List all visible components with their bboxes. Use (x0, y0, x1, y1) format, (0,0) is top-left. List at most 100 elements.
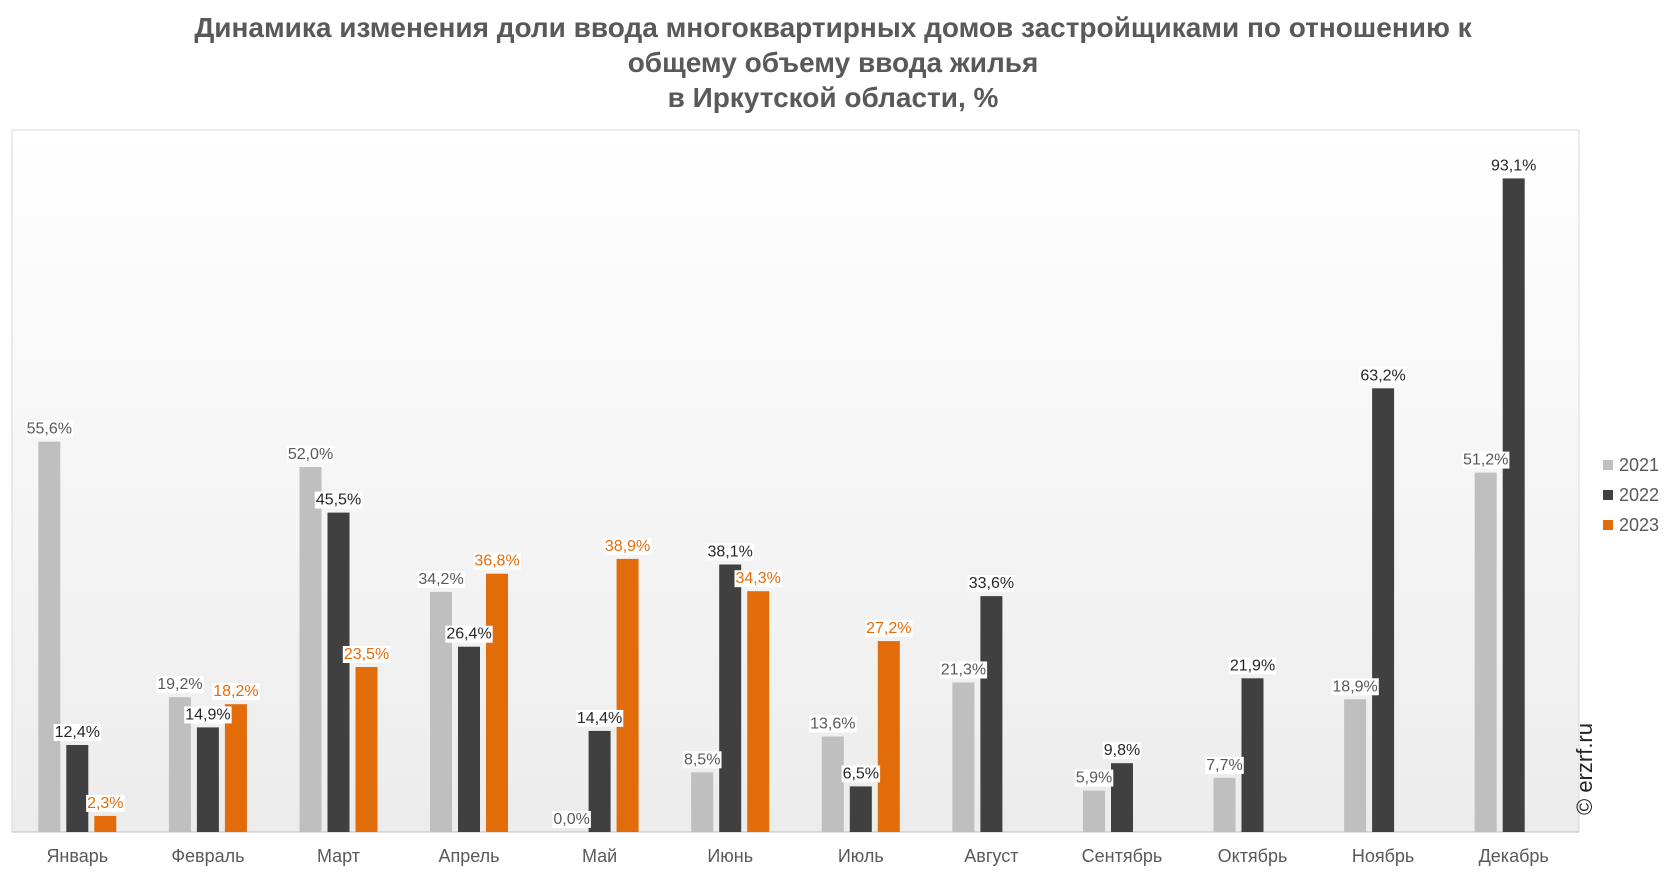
chart-title-line-1: Динамика изменения доли ввода многокварт… (194, 12, 1472, 43)
data-label-2023-1: 2,3% (87, 795, 123, 812)
bar-2022-9 (1111, 763, 1133, 832)
x-tick-label-9: Сентябрь (1082, 846, 1163, 866)
data-labels-layer: 55,6% 12,4% 2,3% 19,2% 14,9% 18,2% 52,0% 45,5% 2… (25, 157, 1538, 828)
bar-2021-8 (952, 682, 975, 832)
bar-2022-8 (980, 596, 1003, 832)
data-label-bg-2023-1 (86, 794, 125, 812)
x-tick-label-1: Январь (46, 846, 108, 866)
bar-2021-1 (38, 441, 61, 832)
data-label-2022-4: 26,4% (446, 626, 491, 643)
bar-2021-11 (1344, 699, 1367, 832)
plot-area (11, 129, 1580, 833)
bar-2023-2 (224, 704, 247, 832)
bar-2022-1 (66, 745, 89, 832)
data-label-bg-2021-9 (1074, 769, 1114, 787)
bar-2022-3 (327, 512, 350, 832)
data-label-bg-2021-2 (156, 676, 204, 694)
data-label-bg-2021-1 (25, 420, 74, 438)
data-label-bg-2021-7 (809, 715, 857, 733)
data-label-bg-2022-4 (445, 625, 493, 643)
bar-2022-5 (588, 730, 611, 832)
data-label-bg-2022-1 (53, 724, 101, 741)
data-label-bg-2021-3 (286, 446, 335, 463)
x-tick-label-7: Июль (838, 846, 884, 866)
legend-swatch-2021 (1603, 460, 1613, 470)
bar-2023-3 (355, 667, 378, 832)
bar-2023-4 (486, 573, 508, 832)
bar-2023-7 (877, 641, 900, 832)
data-label-bg-2022-8 (967, 575, 1016, 593)
data-label-2023-6: 34,3% (736, 570, 781, 587)
x-tick-label-5: Май (582, 846, 617, 866)
chart-title-line-3: в Иркутской области, % (667, 82, 999, 113)
data-label-bg-2022-11 (1359, 367, 1407, 385)
bar-2021-3 (299, 467, 322, 832)
bar-2021-6 (691, 772, 714, 832)
data-label-2021-11: 18,9% (1332, 678, 1377, 695)
x-tick-label-6: Июнь (707, 846, 753, 866)
x-tick-label-2: Февраль (171, 846, 244, 866)
data-label-bg-2023-3 (342, 646, 391, 663)
data-label-2022-12: 93,1% (1491, 157, 1536, 174)
bar-2021-9 (1083, 790, 1105, 832)
data-label-bg-2022-9 (1102, 742, 1142, 760)
data-label-2021-4: 34,2% (418, 571, 463, 588)
data-label-2022-2: 14,9% (185, 706, 230, 723)
chart-title-line-2: общему объему ввода жилья (627, 47, 1039, 78)
data-label-bg-2022-3 (314, 491, 363, 509)
data-label-bg-2021-10 (1205, 756, 1244, 774)
bar-2022-4 (458, 646, 480, 832)
x-tick-label-10: Октябрь (1218, 846, 1288, 866)
legend: 2021 2022 2023 (1603, 450, 1659, 540)
watermark-text: © erzrf.ru (1572, 723, 1597, 815)
data-label-2021-10: 7,7% (1206, 757, 1242, 774)
data-label-2022-1: 12,4% (55, 724, 100, 741)
data-label-bg-2023-4 (473, 552, 521, 570)
data-label-2021-5: 0,0% (553, 811, 589, 828)
data-label-bg-2021-4 (417, 570, 465, 588)
legend-item-2022: 2022 (1603, 480, 1659, 510)
bar-2022-12 (1502, 178, 1525, 832)
data-label-bg-2022-6 (706, 543, 754, 561)
data-label-bg-2021-12 (1462, 451, 1510, 469)
bar-2022-6 (719, 564, 742, 832)
x-tick-label-4: Апрель (438, 846, 499, 866)
x-tick-labels: Январь Февраль Март Апрель Май Июнь Июль Август… (46, 846, 1548, 866)
bar-2023-6 (747, 591, 770, 832)
data-label-2021-6: 8,5% (684, 751, 720, 768)
bar-2021-2 (168, 697, 191, 832)
x-tick-label-8: Август (964, 846, 1018, 866)
data-label-2022-10: 21,9% (1230, 657, 1275, 674)
bar-2022-7 (849, 786, 872, 832)
data-label-2021-2: 19,2% (157, 676, 202, 693)
bar-2022-2 (196, 727, 219, 832)
data-label-2021-7: 13,6% (810, 716, 855, 733)
data-label-2022-11: 63,2% (1360, 367, 1405, 384)
data-label-2023-2: 18,2% (213, 683, 258, 700)
data-label-2022-9: 9,8% (1104, 742, 1140, 759)
bar-2022-11 (1372, 388, 1395, 832)
bar-2023-5 (616, 558, 639, 832)
legend-label-2022: 2022 (1619, 484, 1660, 505)
data-label-bg-2022-7 (841, 765, 881, 783)
legend-label-2023: 2023 (1619, 514, 1660, 535)
data-label-2023-3: 23,5% (344, 646, 389, 663)
data-label-2021-1: 55,6% (27, 421, 72, 438)
data-label-bg-2022-2 (184, 706, 232, 724)
data-label-2021-9: 5,9% (1076, 770, 1112, 787)
data-label-2021-3: 52,0% (288, 446, 333, 463)
bar-2021-7 (821, 736, 844, 832)
data-label-2022-8: 33,6% (969, 575, 1014, 592)
data-label-bg-2021-5 (552, 811, 591, 828)
data-label-2022-3: 45,5% (316, 492, 361, 509)
data-label-bg-2023-5 (603, 537, 652, 555)
data-label-2022-7: 6,5% (843, 765, 879, 782)
data-label-2023-4: 36,8% (474, 553, 519, 570)
x-tick-label-12: Декабрь (1479, 846, 1549, 866)
data-label-bg-2022-12 (1490, 157, 1538, 175)
legend-item-2021: 2021 (1603, 450, 1659, 480)
bar-2021-12 (1474, 472, 1497, 832)
data-label-bg-2022-5 (575, 709, 624, 727)
